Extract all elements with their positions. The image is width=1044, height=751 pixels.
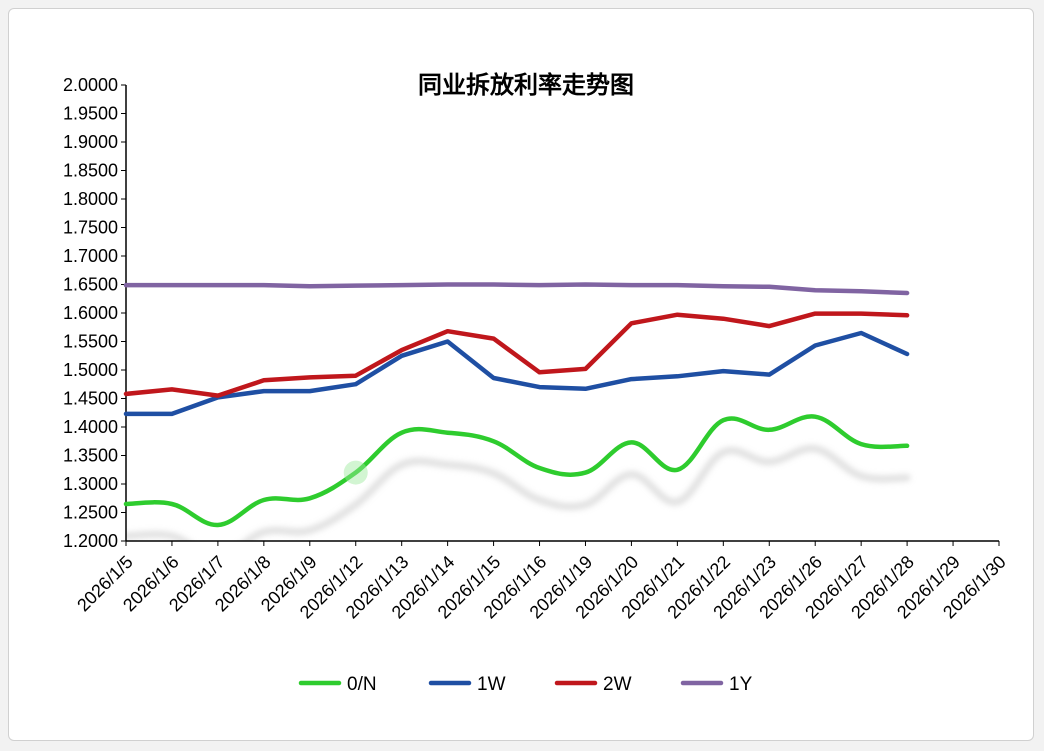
y-tick-label: 1.5500 xyxy=(63,332,118,352)
series-line-1y xyxy=(123,282,910,296)
y-tick-label: 1.5000 xyxy=(63,360,118,380)
y-tick-label: 1.4000 xyxy=(63,417,118,437)
y-tick-label: 1.6500 xyxy=(63,275,118,295)
y-tick-label: 1.9000 xyxy=(63,132,118,152)
series-line-2w xyxy=(123,311,910,398)
y-tick-label: 1.8500 xyxy=(63,161,118,181)
y-tick-label: 1.3500 xyxy=(63,446,118,466)
y-tick-label: 1.4500 xyxy=(63,389,118,409)
legend-label: 1W xyxy=(477,674,506,695)
legend-label: 1Y xyxy=(729,674,753,695)
legend: 0/N 1W 2W 1Y xyxy=(298,674,753,695)
highlight-point xyxy=(343,460,368,485)
y-tick-label: 1.7500 xyxy=(63,218,118,238)
series-line-0n xyxy=(123,414,910,528)
y-tick-label: 2.0000 xyxy=(63,75,118,95)
legend-label: 0/N xyxy=(347,674,377,695)
series-shadow-layer xyxy=(126,445,911,541)
series-layer xyxy=(123,282,910,528)
chart-title: 同业拆放利率走势图 xyxy=(418,71,634,99)
y-tick-label: 1.7000 xyxy=(63,246,118,266)
series-line-1w xyxy=(123,330,910,417)
y-tick-label: 1.2000 xyxy=(63,531,118,551)
y-tick-label: 1.2500 xyxy=(63,503,118,523)
axes: 1.2000 1.2500 1.3000 1.3500 1.4000 1.4500 1.50… xyxy=(63,75,1010,622)
line-chart: 同业拆放利率走势图 1.2000 1.2500 1.3000 1.3500 1.4000… xyxy=(63,71,1010,695)
legend-label: 2W xyxy=(603,674,632,695)
y-tick-label: 1.3000 xyxy=(63,474,118,494)
y-tick-label: 1.8000 xyxy=(63,189,118,209)
y-tick-label: 1.6000 xyxy=(63,303,118,323)
y-tick-label: 1.9500 xyxy=(63,104,118,124)
series-shadow xyxy=(126,445,911,541)
chart-container: 同业拆放利率走势图 1.2000 1.2500 1.3000 1.3500 1.4000… xyxy=(8,8,1034,741)
